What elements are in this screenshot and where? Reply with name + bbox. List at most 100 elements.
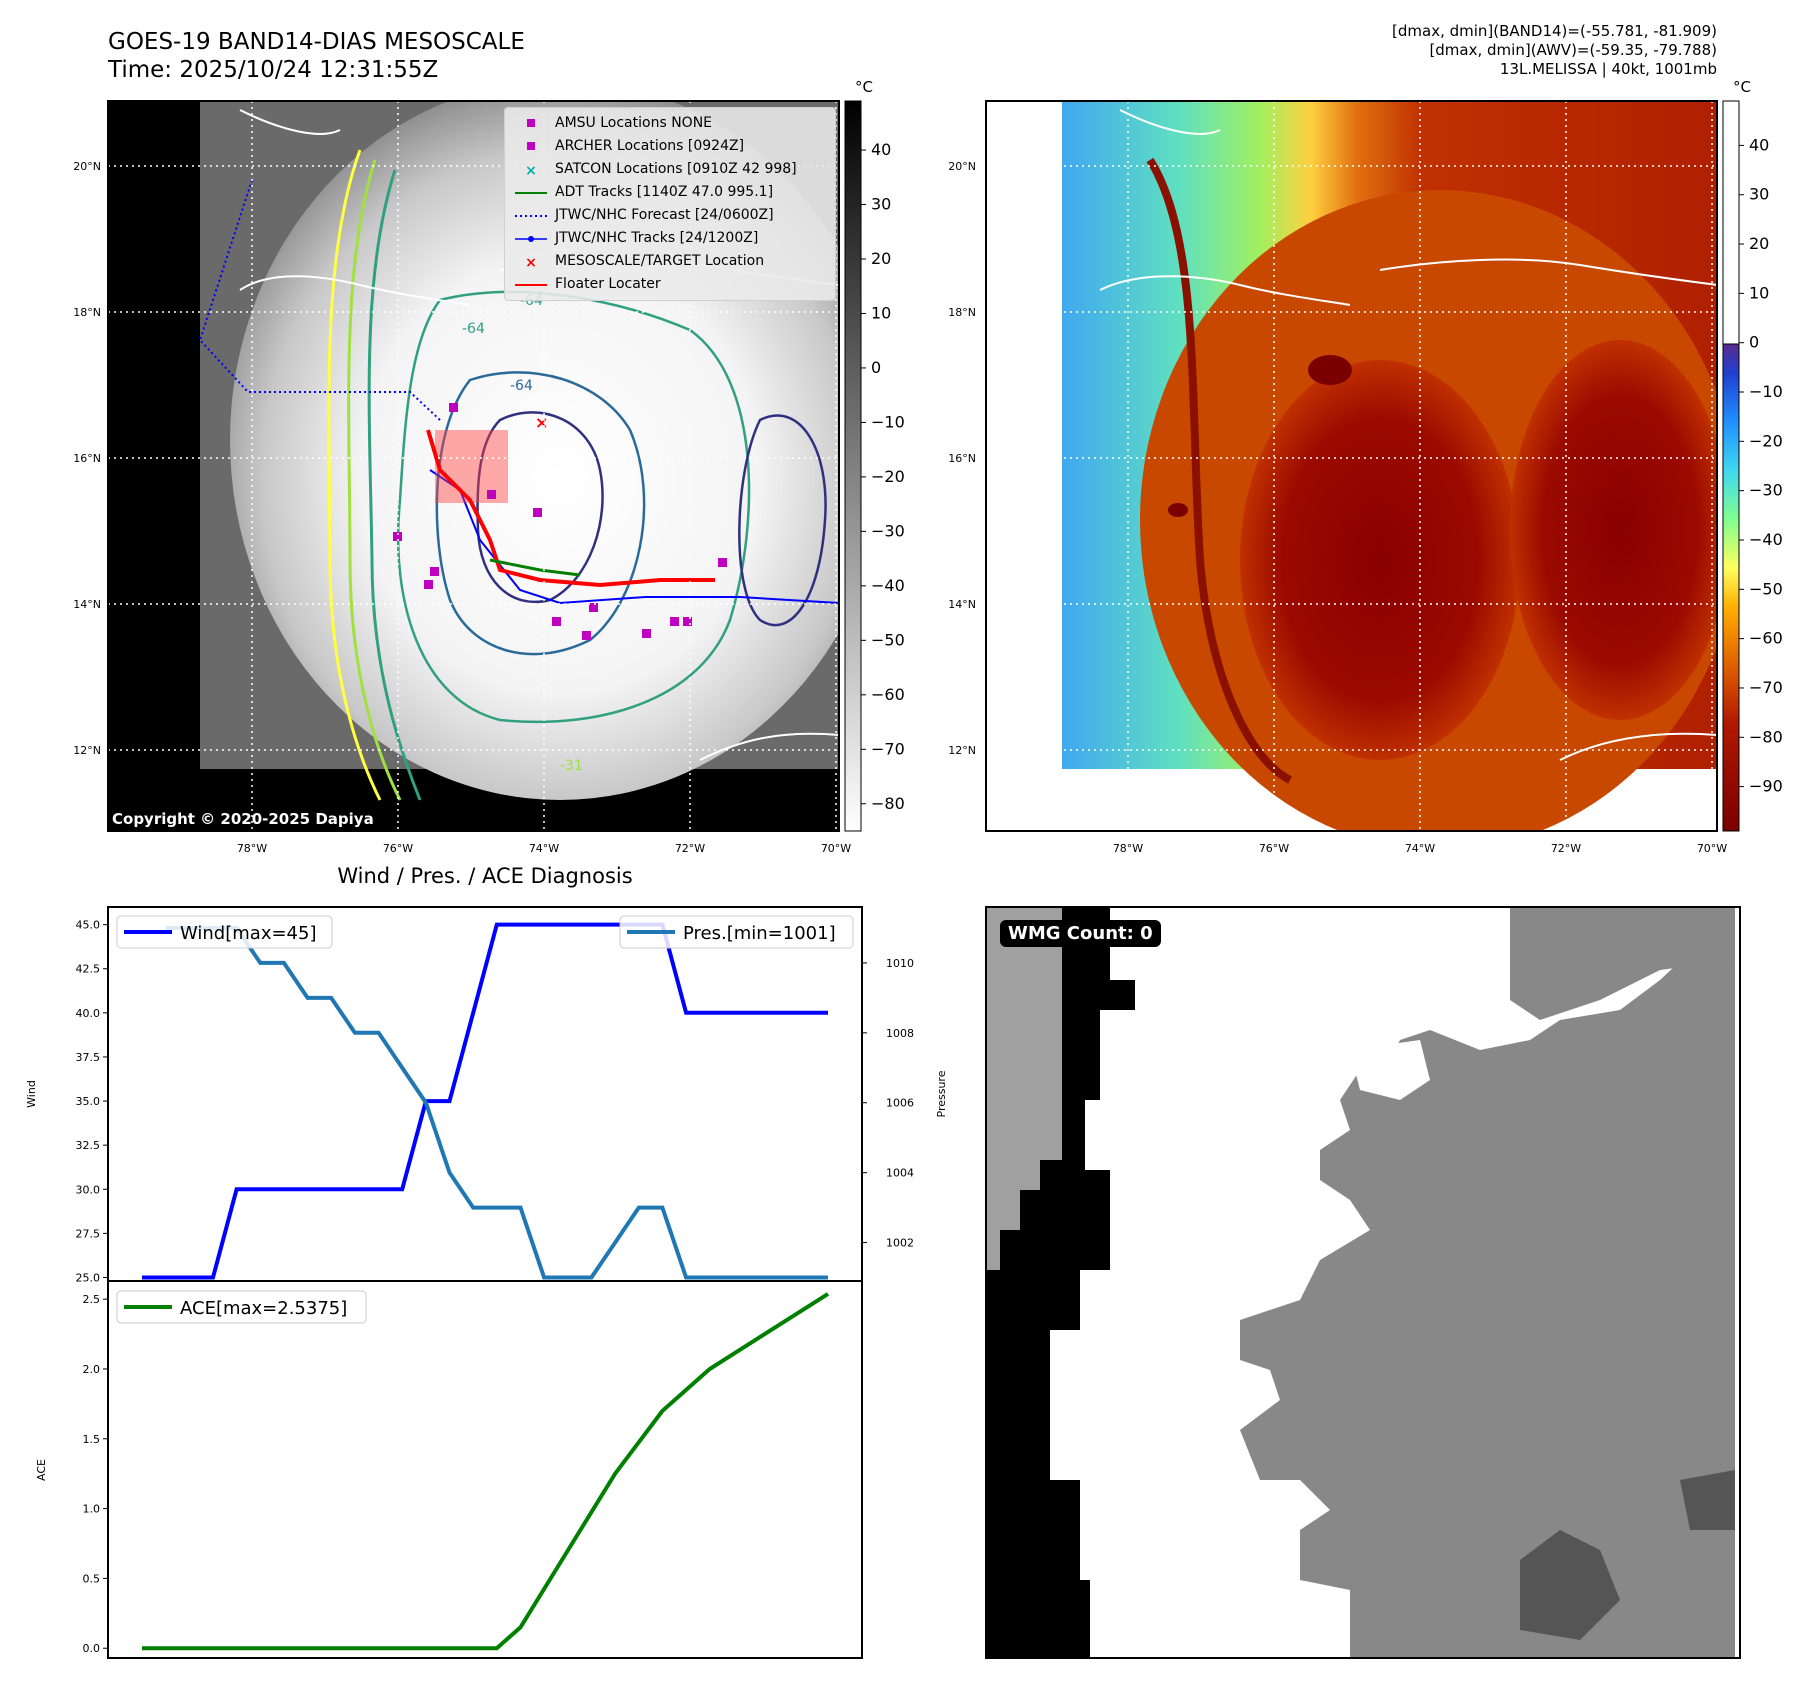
axis-tick-label: 1.0 [83,1503,101,1516]
wind-ylabel: Wind [25,1080,38,1108]
colorbar-tick-label: 30 [871,195,891,214]
axis-tick-label: 40.0 [76,1007,101,1020]
lat-label: 16°N [948,452,976,465]
legend-item: Floater Locater [505,273,835,296]
colorbar-tick-label: −10 [1749,382,1783,401]
colorbar-tick-label: 20 [1749,234,1769,253]
colorbar-tick-label: 40 [1749,135,1769,154]
diagnosis-title: Wind / Pres. / ACE Diagnosis [337,864,633,888]
wmg-dark-region [1680,1470,1735,1530]
colorbar-tick-label: −70 [1749,678,1783,697]
map-title: GOES-19 BAND14-DIAS MESOSCALE [108,29,525,55]
band14-range: [dmax, dmin](BAND14)=(-55.781, -81.909) [1392,22,1717,40]
legend-symbol [515,284,547,286]
contour-navy [476,411,604,604]
legend-item: × MESOSCALE/TARGET Location [505,250,835,273]
colorbar-tick-label: 10 [871,303,891,322]
colorbar-band14 [844,100,862,832]
svg-text:×: × [525,255,537,271]
colorbar-tick-label: −60 [1749,629,1783,648]
colorbar-tick-label: 40 [871,140,891,159]
colorbar-tick-label: −70 [871,739,905,758]
legend-label-wind: Wind[max=45] [180,923,317,944]
colorbar-tick-label: 0 [871,358,881,377]
colorbar-tick-label: 20 [871,249,891,268]
axis-tick-label: 37.5 [76,1051,101,1064]
lon-label: 78°W [1113,842,1143,855]
lat-label: 18°N [948,306,976,319]
contour-yellow [327,149,382,801]
adt-track [489,558,581,577]
dias-map [986,101,1717,831]
dmax-dmin-info: [dmax, dmin](BAND14)=(-55.781, -81.909) … [1392,22,1717,79]
coastline-cuba [239,109,341,135]
wind-axis-ticks: 45.0 42.5 40.0 37.5 35.0 32.5 30.0 27.5 25.0 [76,919,108,1284]
pressure-legend: Pres.[min=1001] [619,915,854,949]
legend-label: ARCHER Locations [0924Z] [555,138,745,154]
colorbar-tick-label: −50 [871,630,905,649]
wmg-dark-region [1520,1530,1620,1640]
colorbar1-ticks: 40 30 20 10 0 −10 −20 −30 −40 −50 −60 −70 −80 [861,140,905,813]
axis-tick-label: 35.0 [76,1095,101,1108]
map1-lon-labels: 78°W 76°W 74°W 72°W 70°W [237,842,851,855]
lon-label: 72°W [1551,842,1581,855]
dias-cell [1168,503,1188,517]
colorbar-tick-label: −60 [871,685,905,704]
lon-label: 70°W [821,842,851,855]
colorbar2-ticks: 40 30 20 10 0 −10 −20 −30 −40 −50 −60 −70 −80 −90 [1739,135,1783,796]
contour-teal-inner [396,290,751,724]
map2-lon-labels: 78°W 76°W 74°W 72°W 70°W [1113,842,1727,855]
coastline-south-america [1559,732,1717,761]
lon-label: 72°W [675,842,705,855]
dias-core-west [1240,360,1520,760]
legend-label: JTWC/NHC Tracks [24/1200Z] [555,230,759,246]
lat-label: 20°N [948,160,976,173]
lon-label: 78°W [237,842,267,855]
axis-tick-label: 30.0 [76,1183,101,1196]
colorbar-tick-label: 0 [1749,333,1759,352]
legend-item: AMSU Locations NONE [505,112,835,135]
lat-label: 18°N [73,306,101,319]
axis-tick-label: 0.5 [83,1572,101,1585]
map-time: Time: 2025/10/24 12:31:55Z [108,57,439,83]
coastline-hispaniola [1379,258,1717,286]
axis-tick-label: 0.0 [83,1642,101,1655]
svg-text:×: × [525,163,537,179]
axis-tick-label: 25.0 [76,1271,101,1284]
dias-core-east [1510,340,1717,720]
colorbar-tick-label: −50 [1749,579,1783,598]
lat-label: 12°N [948,744,976,757]
wmg-frame [985,906,1741,1659]
contour-label: -64 [510,378,533,394]
colorbar-tick-label: −30 [1749,481,1783,500]
axis-tick-label: 32.5 [76,1139,101,1152]
colorbar-tick-label: −80 [1749,727,1783,746]
legend-item: ARCHER Locations [0924Z] [505,135,835,158]
coastline-south-america [699,732,839,761]
wmg-light-region [986,907,1062,1290]
map1-lat-labels: 20°N 18°N 16°N 14°N 12°N [73,160,101,757]
legend-symbol [527,119,535,127]
floater-locater-track [426,429,715,588]
lat-label: 16°N [73,452,101,465]
wmg-panel [985,906,1741,1659]
axis-tick-label: 2.5 [83,1293,101,1306]
lon-label: 70°W [1697,842,1727,855]
wmg-white-patch [1350,1040,1430,1100]
axis-tick-label: 2.0 [83,1363,101,1376]
colorbar-tick-label: 30 [1749,185,1769,204]
ace-axis-ticks: 2.5 2.0 1.5 1.0 0.5 0.0 [83,1293,108,1655]
jtwc-track [429,469,839,605]
legend-symbol [527,142,535,150]
colorbar2-unit: °C [1733,78,1751,96]
contour-label: -64 [462,321,485,337]
contour-green [347,159,402,801]
ace-series-line [142,1292,830,1651]
legend-label: Floater Locater [555,276,661,292]
lat-label: 14°N [948,598,976,611]
axis-tick-label: 1004 [886,1167,914,1180]
coastline-jamaica [239,275,471,306]
copyright-text: Copyright © 2020-2025 Dapiya [112,810,374,828]
wmg-mid-region [1240,910,1735,1658]
